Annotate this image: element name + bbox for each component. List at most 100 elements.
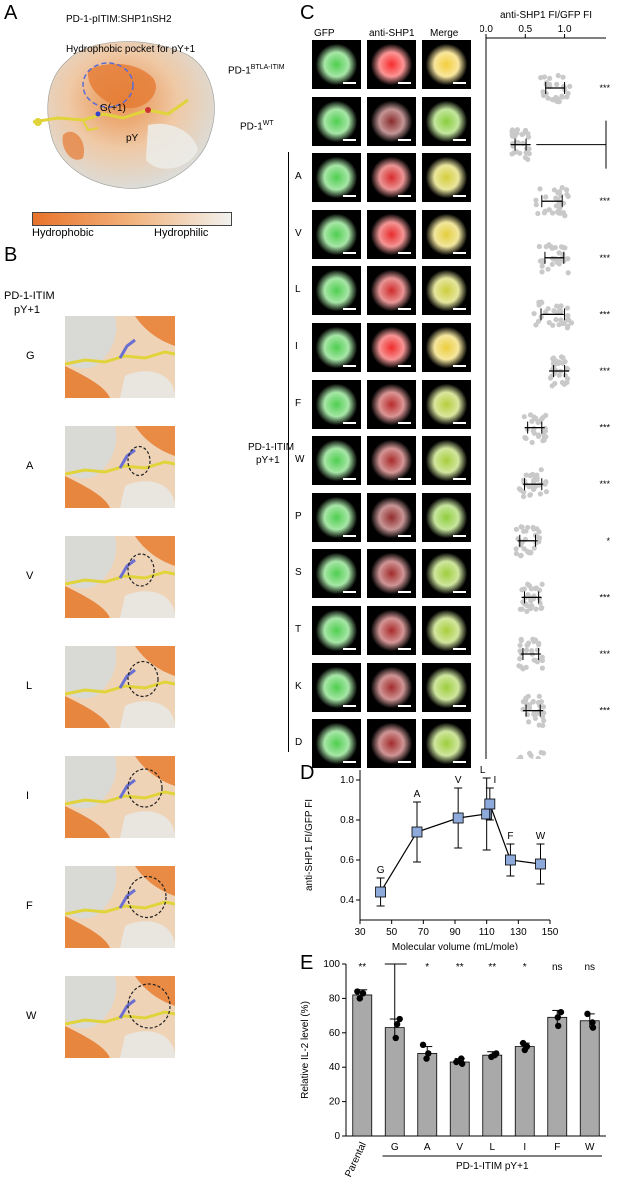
micrograph-anti-shp1 [367, 493, 416, 542]
plot-c-point [527, 705, 532, 710]
plot-e-category-label: V [456, 1142, 463, 1153]
scale-bar [453, 308, 466, 310]
plot-c-point [533, 416, 538, 421]
plot-c-point [539, 467, 544, 472]
plot-c-point [547, 76, 552, 81]
plot-e-bar [580, 1021, 599, 1136]
plot-c-point [554, 82, 559, 87]
plot-c-point [543, 479, 548, 484]
row-label: A [295, 171, 302, 182]
plot-c-point [536, 434, 541, 439]
plot-c-point [536, 529, 541, 534]
scale-bar [453, 478, 466, 480]
plot-d-point-label: V [455, 775, 462, 786]
micrograph-merge [422, 663, 471, 712]
plot-c-point [536, 302, 541, 307]
significance-label: *** [599, 253, 610, 263]
micrograph-gfp [312, 549, 361, 598]
scale-bar [343, 648, 356, 650]
micrograph-merge [422, 549, 471, 598]
plot-c-point [517, 151, 522, 156]
plot-c-point [558, 309, 563, 314]
plot-c-point [524, 609, 529, 614]
plot-c-point [545, 267, 550, 272]
plot-c-point [555, 99, 560, 104]
scale-bar [398, 365, 411, 367]
plot-c-point [553, 256, 558, 261]
scale-right-label: Hydrophilic [154, 227, 208, 239]
plot-c-point [536, 539, 541, 544]
plot-c-point [564, 380, 569, 385]
scale-bar [343, 308, 356, 310]
plot-c-point [562, 359, 567, 364]
plot-c-point [514, 527, 519, 532]
plot-c-point [516, 663, 521, 668]
plot-c-point [565, 323, 570, 328]
plot-c-point [554, 203, 559, 208]
plot-d-y-tick-label: 0.6 [340, 855, 354, 866]
plot-c-point [551, 308, 556, 313]
plot-d-x-tick-label: 30 [354, 927, 366, 938]
plot-c-point [512, 150, 517, 155]
significance-label: *** [599, 423, 610, 433]
plot-c-point [521, 494, 526, 499]
scale-bar [453, 139, 466, 141]
col-header-anti-shp1: anti-SHP1 [369, 28, 415, 39]
residue-structure-image [65, 646, 175, 728]
plot-c-point [560, 380, 565, 385]
micrograph-anti-shp1 [367, 210, 416, 259]
col-header-gfp: GFP [314, 28, 335, 39]
plot-d-point [505, 855, 515, 865]
plot-c-point [560, 95, 565, 100]
plot-e-significance: ** [456, 962, 464, 973]
g-plus1-label: G(+1) [100, 103, 126, 114]
plot-c-point [531, 311, 536, 316]
plot-e-category-label: L [489, 1142, 495, 1153]
plot-c-point [539, 606, 544, 611]
plot-c-point [540, 666, 545, 671]
plot-d-point [412, 827, 422, 837]
plot-e-bar [515, 1047, 534, 1136]
plot-c-point [525, 157, 530, 162]
group-label-line2: pY+1 [256, 455, 280, 466]
plot-c-point [524, 436, 529, 441]
plot-c-point [557, 373, 562, 378]
scale-bar [453, 591, 466, 593]
plot-d-point [376, 887, 386, 897]
plot-c-point [539, 269, 544, 274]
plot-c-point [537, 694, 542, 699]
plot-c-point [550, 383, 555, 388]
micrograph-merge [422, 97, 471, 146]
micrograph-merge [422, 436, 471, 485]
plot-e-point [520, 1040, 526, 1046]
residue-structure-image [65, 316, 175, 398]
scale-bar [453, 648, 466, 650]
plot-c-point [556, 73, 561, 78]
scale-bar [343, 535, 356, 537]
panel-a-title: PD-1-pITIM:SHP1nSH2 [66, 14, 172, 25]
plot-c-point [556, 322, 561, 327]
plot-c-point [528, 412, 533, 417]
residue-label: L [26, 680, 32, 692]
micrograph-anti-shp1 [367, 323, 416, 372]
row-label-btla: PD-1BTLA-ITIM [228, 64, 285, 76]
plot-e-y-tick-label: 100 [323, 959, 340, 970]
plot-c-point [553, 358, 558, 363]
scale-bar [343, 365, 356, 367]
plot-c-point [523, 528, 528, 533]
scale-bar [453, 422, 466, 424]
plot-c-point [566, 317, 571, 322]
significance-label: *** [599, 649, 610, 659]
plot-e-bar [418, 1053, 437, 1136]
plot-c-point [526, 719, 531, 724]
micrograph-anti-shp1 [367, 436, 416, 485]
residue-structure-image [65, 536, 175, 618]
plot-c-point [528, 492, 533, 497]
scale-bar [343, 591, 356, 593]
panel-c-scatter-plot: 0.0 0.5 1.0*******************************… [480, 24, 615, 759]
micrograph-anti-shp1 [367, 40, 416, 89]
row-label: L [295, 284, 301, 295]
micrograph-gfp [312, 97, 361, 146]
plot-c-point [544, 244, 549, 249]
plot-d-point-label: L [480, 765, 486, 776]
